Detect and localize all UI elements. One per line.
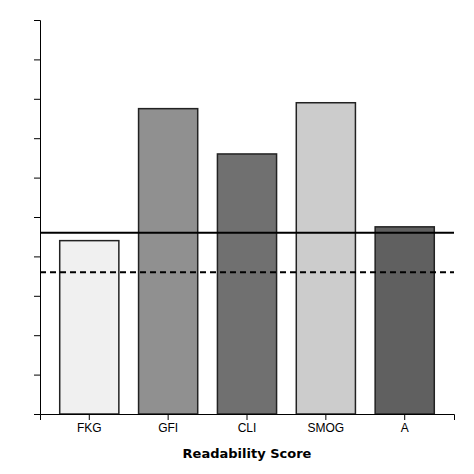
tick-mark — [34, 375, 40, 376]
axis-line — [34, 21, 41, 415]
tick-mark — [34, 20, 40, 21]
marks — [40, 103, 454, 414]
tick-mark — [404, 414, 405, 420]
tick — [34, 59, 40, 60]
tick-mark — [34, 256, 40, 257]
bar — [375, 227, 434, 414]
tick — [34, 20, 40, 21]
bar — [139, 109, 198, 414]
tick-mark — [89, 414, 90, 420]
tick: FKG — [77, 414, 102, 435]
chart: FKG GFI CLI SMOG A Readability Score — [0, 0, 474, 474]
x-axis-title: Readability Score — [183, 446, 312, 461]
tick-label: A — [401, 421, 409, 435]
bar — [217, 154, 276, 414]
tick — [34, 99, 40, 100]
tick-mark — [34, 138, 40, 139]
reference-line — [40, 271, 454, 273]
x-axis: FKG GFI CLI SMOG A — [41, 414, 455, 435]
tick — [34, 414, 40, 415]
reference-line — [40, 232, 454, 234]
tick — [34, 138, 40, 139]
bar — [296, 103, 355, 414]
tick — [34, 296, 40, 297]
tick-mark — [168, 414, 169, 420]
tick — [34, 375, 40, 376]
tick: GFI — [158, 414, 178, 435]
tick-mark — [34, 99, 40, 100]
tick-label: CLI — [238, 421, 257, 435]
tick — [34, 335, 40, 336]
plot: FKG GFI CLI SMOG A — [34, 21, 455, 435]
tick — [34, 178, 40, 179]
tick-mark — [34, 217, 40, 218]
tick-mark — [325, 414, 326, 420]
tick-mark — [247, 414, 248, 420]
tick: A — [401, 414, 409, 435]
tick-mark — [34, 335, 40, 336]
tick-label: FKG — [77, 421, 102, 435]
tick — [34, 256, 40, 257]
y-axis — [34, 21, 41, 415]
axis-line — [41, 415, 455, 421]
tick: CLI — [238, 414, 257, 435]
tick-mark — [34, 59, 40, 60]
tick-mark — [34, 414, 40, 415]
tick-label: SMOG — [308, 421, 345, 435]
bar — [60, 241, 119, 414]
tick — [34, 217, 40, 218]
tick: SMOG — [308, 414, 345, 435]
tick-mark — [34, 296, 40, 297]
tick-label: GFI — [158, 421, 178, 435]
tick-mark — [34, 178, 40, 179]
